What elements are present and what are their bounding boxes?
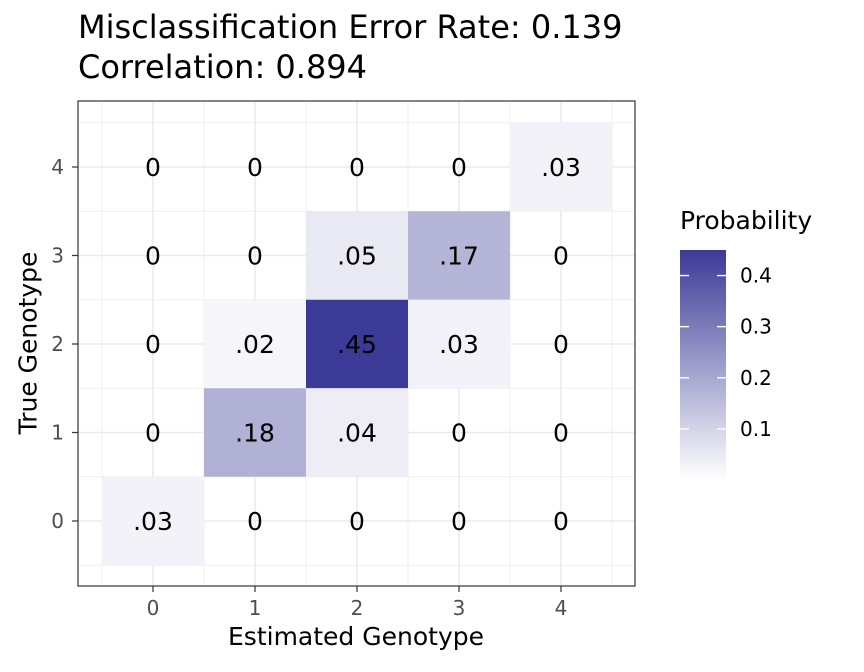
- legend-tick-label: 0.1: [740, 417, 772, 441]
- y-tick-label: 2: [51, 332, 64, 356]
- cell-value-label: 0: [247, 242, 263, 271]
- chart-title-line-2: Correlation: 0.894: [78, 48, 368, 86]
- heatmap-tile: [408, 211, 510, 300]
- x-tick-label: 3: [453, 596, 466, 620]
- legend-tick-label: 0.4: [740, 264, 772, 288]
- cell-value-label: 0: [553, 330, 569, 359]
- cell-value-label: 0: [247, 507, 263, 536]
- y-tick-label: 0: [51, 509, 64, 533]
- heatmap-tile: [102, 476, 204, 566]
- heatmap-tile: [204, 299, 306, 389]
- heatmap-tile: [306, 211, 408, 300]
- cell-value-label: .03: [541, 153, 581, 182]
- heatmap-tile: [408, 299, 510, 389]
- legend-tick-label: 0.3: [740, 315, 772, 339]
- cell-value-label: .17: [439, 242, 479, 271]
- cell-value-label: 0: [451, 153, 467, 182]
- y-tick-label: 3: [51, 244, 64, 268]
- cell-value-label: 0: [349, 153, 365, 182]
- cell-value-label: .03: [439, 330, 479, 359]
- cell-value-label: 0: [145, 242, 161, 271]
- heatmap-tile: [510, 122, 612, 212]
- x-axis-title: Estimated Genotype: [228, 622, 484, 651]
- cell-value-label: .18: [235, 419, 275, 448]
- cell-value-label: .03: [133, 507, 173, 536]
- cell-value-label: .05: [337, 242, 377, 271]
- cell-value-label: 0: [145, 330, 161, 359]
- cell-value-label: 0: [451, 507, 467, 536]
- cell-value-label: 0: [451, 419, 467, 448]
- cell-value-label: 0: [247, 153, 263, 182]
- x-tick-label: 2: [351, 596, 364, 620]
- chart-title-line-1: Misclassification Error Rate: 0.139: [78, 8, 623, 46]
- legend-title: Probability: [680, 206, 813, 235]
- cell-value-label: 0: [145, 419, 161, 448]
- cell-value-label: .04: [337, 419, 377, 448]
- cell-value-label: .02: [235, 330, 275, 359]
- legend-colorbar: [680, 250, 726, 480]
- cell-value-label: 0: [349, 507, 365, 536]
- y-axis-title: True Genotype: [13, 251, 43, 435]
- heatmap-tile: [306, 388, 408, 477]
- cell-value-label: 0: [553, 507, 569, 536]
- y-tick-label: 1: [51, 421, 64, 445]
- cell-value-label: 0: [553, 242, 569, 271]
- x-tick-label: 0: [147, 596, 160, 620]
- cell-value-label: 0: [553, 419, 569, 448]
- heatmap-tile: [306, 299, 408, 389]
- x-tick-label: 4: [555, 596, 568, 620]
- cell-value-label: 0: [145, 153, 161, 182]
- x-tick-label: 1: [249, 596, 262, 620]
- heatmap-tile: [204, 388, 306, 477]
- y-tick-label: 4: [51, 155, 64, 179]
- cell-value-label: .45: [337, 330, 377, 359]
- legend-tick-label: 0.2: [740, 366, 772, 390]
